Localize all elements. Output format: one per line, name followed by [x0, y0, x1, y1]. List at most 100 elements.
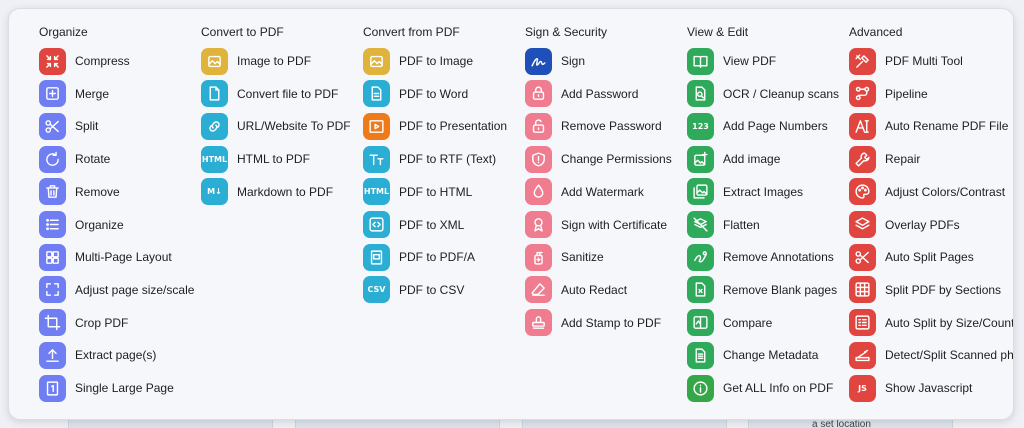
rotate-icon [39, 145, 66, 173]
menu-item-sanitize[interactable]: Sanitize [525, 243, 604, 271]
menu-item-auto-split-by-size-count[interactable]: Auto Split by Size/Count [849, 309, 1013, 337]
menu-item-remove-blank-pages[interactable]: Remove Blank pages [687, 276, 837, 304]
signature-icon [525, 47, 552, 75]
book-icon [687, 47, 714, 75]
menu-item-label: Convert file to PDF [237, 86, 339, 101]
menu-item-label: Auto Redact [561, 282, 628, 297]
resize-icon [39, 276, 66, 304]
menu-item-view-pdf[interactable]: View PDF [687, 47, 776, 75]
upload-icon [39, 341, 66, 369]
menu-item-image-to-pdf[interactable]: Image to PDF [201, 47, 311, 75]
menu-item-label: URL/Website To PDF [237, 119, 351, 134]
menu-item-repair[interactable]: Repair [849, 145, 920, 173]
menu-item-pdf-to-word[interactable]: PDF to Word [363, 80, 468, 108]
menu-item-remove[interactable]: Remove [39, 178, 120, 206]
menu-item-pdf-to-image[interactable]: PDF to Image [363, 47, 473, 75]
scissors-icon [849, 243, 876, 271]
trash-icon [39, 178, 66, 206]
column-title: Convert from PDF [363, 25, 460, 39]
menu-item-get-all-info-on-pdf[interactable]: Get ALL Info on PDF [687, 374, 833, 402]
menu-item-change-permissions[interactable]: Change Permissions [525, 145, 672, 173]
menu-item-pdf-to-pdf-a[interactable]: PDF to PDF/A [363, 243, 475, 271]
menu-item-label: Crop PDF [75, 315, 129, 330]
tools-dropdown-menu: Organize Compress Merge Split Rotate Remove Or… [8, 8, 1014, 420]
menu-item-remove-password[interactable]: Remove Password [525, 112, 662, 140]
menu-item-pdf-to-csv[interactable]: CSV PDF to CSV [363, 276, 464, 304]
menu-item-add-password[interactable]: Add Password [525, 80, 638, 108]
menu-item-ocr-cleanup-scans[interactable]: OCR / Cleanup scans [687, 80, 839, 108]
menu-item-auto-split-pages[interactable]: Auto Split Pages [849, 243, 974, 271]
menu-item-markdown-to-pdf[interactable]: M↓ Markdown to PDF [201, 178, 333, 206]
pdfa-icon [363, 243, 390, 271]
split-list-icon [849, 309, 876, 337]
menu-item-label: Extract page(s) [75, 348, 157, 363]
menu-item-auto-rename-pdf-file[interactable]: Auto Rename PDF File [849, 112, 1008, 140]
menu-item-label: Multi-Page Layout [75, 250, 172, 265]
menu-item-label: Single Large Page [75, 381, 174, 395]
menu-item-add-image[interactable]: Add image [687, 145, 780, 173]
page-one-icon [39, 374, 66, 402]
menu-item-sign-with-certificate[interactable]: Sign with Certificate [525, 211, 667, 239]
menu-item-label: Show Javascript [885, 381, 973, 395]
menu-item-label: PDF Multi Tool [885, 54, 963, 68]
markdown-icon: M↓ [201, 178, 228, 206]
menu-item-extract-images[interactable]: Extract Images [687, 178, 803, 206]
menu-item-split-pdf-by-sections[interactable]: Split PDF by Sections [849, 276, 1001, 304]
menu-item-overlay-pdfs[interactable]: Overlay PDFs [849, 211, 960, 239]
menu-item-pdf-to-rtf-text[interactable]: PDF to RTF (Text) [363, 145, 496, 173]
layers-icon [849, 211, 876, 238]
menu-item-label: Sign with Certificate [561, 217, 668, 232]
menu-item-label: Split [75, 119, 99, 134]
menu-item-change-metadata[interactable]: Change Metadata [687, 341, 818, 369]
menu-item-label: Remove Password [561, 119, 662, 134]
menu-item-add-page-numbers[interactable]: 123 Add Page Numbers [687, 112, 828, 140]
menu-item-add-watermark[interactable]: Add Watermark [525, 178, 644, 206]
menu-item-show-javascript[interactable]: JS Show Javascript [849, 374, 972, 402]
menu-item-extract-page-s[interactable]: Extract page(s) [39, 341, 156, 369]
metadata-icon [687, 341, 714, 369]
menu-item-pipeline[interactable]: Pipeline [849, 80, 928, 108]
menu-item-multi-page-layout[interactable]: Multi-Page Layout [39, 243, 172, 271]
image-icon [363, 47, 390, 75]
menu-item-detect-split-scanned-photos[interactable]: Detect/Split Scanned photos [849, 341, 1013, 369]
menu-item-label: Repair [885, 152, 921, 167]
menu-item-auto-redact[interactable]: Auto Redact [525, 276, 627, 304]
menu-item-pdf-to-html[interactable]: HTML PDF to HTML [363, 178, 472, 206]
table-icon [849, 276, 876, 304]
menu-item-flatten[interactable]: Flatten [687, 211, 760, 239]
rename-icon [849, 112, 876, 140]
menu-item-single-large-page[interactable]: Single Large Page [39, 374, 174, 402]
menu-item-convert-file-to-pdf[interactable]: Convert file to PDF [201, 80, 338, 108]
menu-item-crop-pdf[interactable]: Crop PDF [39, 309, 128, 337]
menu-item-adjust-page-size-scale[interactable]: Adjust page size/scale [39, 276, 194, 304]
menu-item-label: Add Watermark [561, 184, 644, 199]
images-icon [687, 178, 714, 206]
merge-icon [39, 80, 66, 108]
menu-item-compare[interactable]: Compare [687, 309, 772, 337]
menu-item-url-website-to-pdf[interactable]: URL/Website To PDF [201, 112, 351, 140]
menu-item-adjust-colors-contrast[interactable]: Adjust Colors/Contrast [849, 178, 1005, 206]
menu-item-label: Add Page Numbers [723, 119, 828, 134]
column-title: Sign & Security [525, 25, 608, 39]
menu-item-html-to-pdf[interactable]: HTML HTML to PDF [201, 145, 310, 173]
menu-item-label: PDF to Presentation [399, 119, 508, 134]
add-image-icon [687, 145, 714, 173]
menu-item-remove-annotations[interactable]: Remove Annotations [687, 243, 834, 271]
menu-item-add-stamp-to-pdf[interactable]: Add Stamp to PDF [525, 309, 661, 337]
menu-item-pdf-multi-tool[interactable]: PDF Multi Tool [849, 47, 963, 75]
menu-item-split[interactable]: Split [39, 112, 98, 140]
menu-item-pdf-to-presentation[interactable]: PDF to Presentation [363, 112, 507, 140]
droplet-icon [525, 178, 552, 206]
certificate-icon [525, 211, 552, 238]
menu-item-rotate[interactable]: Rotate [39, 145, 110, 173]
menu-item-label: Adjust page size/scale [75, 282, 195, 297]
menu-item-pdf-to-xml[interactable]: PDF to XML [363, 211, 464, 239]
menu-item-organize[interactable]: Organize [39, 211, 124, 239]
menu-item-sign[interactable]: Sign [525, 47, 585, 75]
menu-item-label: Split PDF by Sections [885, 282, 1002, 297]
file-icon [201, 80, 228, 108]
menu-item-label: PDF to CSV [399, 282, 465, 297]
menu-item-merge[interactable]: Merge [39, 80, 109, 108]
menu-item-compress[interactable]: Compress [39, 47, 130, 75]
menu-item-label: Sanitize [561, 250, 604, 265]
